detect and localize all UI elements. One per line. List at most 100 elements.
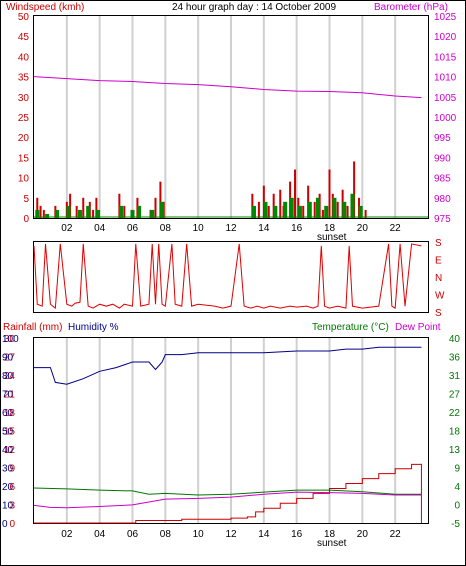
humidity-y-tick: 20 xyxy=(2,482,14,493)
rainfall-label: Rainfall (mm) xyxy=(3,322,62,333)
wind-gust-bar xyxy=(336,201,339,218)
rainfall-line xyxy=(34,463,422,524)
temperature-y-tick: 0 xyxy=(454,501,460,512)
temperature-label: Temperature (°C) xyxy=(312,322,389,333)
wind-avg-bar xyxy=(332,197,337,218)
wind-avg-bar xyxy=(77,209,82,218)
wind-avg-bar xyxy=(35,209,40,218)
wind-y-tick: 25 xyxy=(18,113,30,124)
rain-y-tick: 3 xyxy=(9,501,15,512)
wind-x-tick: 18 xyxy=(324,223,336,234)
humidity-y-tick: 30 xyxy=(2,464,14,475)
direction-label: S xyxy=(435,238,442,249)
climate-x-tick: 10 xyxy=(193,529,205,540)
temperature-y-tick: -5 xyxy=(451,519,460,530)
wind-avg-bar xyxy=(150,209,155,218)
wind-gust-bar xyxy=(302,205,305,218)
wind-avg-bar xyxy=(342,201,347,218)
humidity-line xyxy=(34,346,422,385)
wind-gust-bar xyxy=(159,181,162,218)
temperature-y-tick: 31 xyxy=(449,371,461,382)
wind-x-ticks: 02 04 06 08 10 12 14 16 18 20 22 xyxy=(61,223,401,234)
direction-label: S xyxy=(435,308,442,319)
chart-title: 24 hour graph day : 14 October 2009 xyxy=(172,2,336,13)
barometer-y-tick: 1010 xyxy=(434,73,457,84)
wind-avg-bar xyxy=(130,209,135,218)
humidity-y-tick: 10 xyxy=(2,501,14,512)
wind-gust-bar xyxy=(364,209,367,218)
barometer-y-tick: 1020 xyxy=(434,32,457,43)
climate-x-tick: 08 xyxy=(160,529,172,540)
wind-x-tick: 02 xyxy=(61,223,73,234)
barometer-label: Barometer (hPa) xyxy=(374,2,448,13)
wind-avg-bar xyxy=(350,193,355,218)
rain-y-tick: 6 xyxy=(9,482,15,493)
rain-y-tick: 18 xyxy=(4,408,16,419)
temperature-line xyxy=(33,487,422,496)
climate-x-tick: 14 xyxy=(258,529,270,540)
wind-x-tick: 06 xyxy=(127,223,139,234)
wind-gust-bar xyxy=(75,205,78,218)
wind-avg-bar xyxy=(307,201,312,218)
wind-gust-bar xyxy=(39,205,42,218)
rain-y-tick: 27 xyxy=(4,353,16,364)
wind-gust-bar xyxy=(92,209,95,218)
wind-avg-bar xyxy=(251,205,256,218)
temperature-y-tick: 9 xyxy=(454,464,460,475)
wind-y-tick: 0 xyxy=(23,214,29,225)
climate-x-ticks: 02 04 06 08 10 12 14 16 18 20 22 xyxy=(61,529,401,540)
wind-avg-bar xyxy=(283,201,288,218)
wind-y-tick: 20 xyxy=(18,133,30,144)
wind-y-tick: 15 xyxy=(18,153,30,164)
climate-x-tick: 12 xyxy=(225,529,237,540)
wind-gust-bar xyxy=(313,201,316,218)
humidity-label: Humidity % xyxy=(68,322,119,333)
wind-avg-bar xyxy=(119,205,124,218)
wind-avg-bar xyxy=(137,205,142,218)
wind-x-tick: 10 xyxy=(193,223,205,234)
wind-avg-bar xyxy=(316,197,321,218)
wind-x-tick: 12 xyxy=(225,223,237,234)
temperature-y-tick: 4 xyxy=(454,482,460,493)
barometer-y-tick: 980 xyxy=(434,194,451,205)
wind-gust-bar xyxy=(82,197,85,218)
rain-y-tick: 0 xyxy=(9,519,15,530)
wind-marks xyxy=(34,161,428,218)
temperature-y-tick: 36 xyxy=(449,353,461,364)
rain-y-tick: 21 xyxy=(4,390,16,401)
climate-x-tick: 20 xyxy=(357,529,369,540)
dewpoint-label: Dew Point xyxy=(395,322,441,333)
barometer-y-tick: 990 xyxy=(434,153,451,164)
barometer-y-ticks: 975 980 985 990 995 1000 1005 1010 1015 1020 1025 xyxy=(434,12,457,225)
barometer-y-tick: 975 xyxy=(434,214,451,225)
humidity-y-tick: 100 xyxy=(2,334,19,345)
wind-gust-bar xyxy=(42,209,45,218)
direction-label: E xyxy=(435,256,442,267)
barometer-y-tick: 1015 xyxy=(434,52,457,63)
wind-avg-bar xyxy=(324,205,329,218)
direction-label: W xyxy=(435,291,445,302)
wind-gust-bar xyxy=(321,209,324,218)
wind-gust-bar xyxy=(279,189,282,218)
wind-gust-bar xyxy=(328,169,331,218)
wind-y-tick: 10 xyxy=(18,174,30,185)
humidity-y-tick: 0 xyxy=(2,519,8,530)
sunset-annotation: sunset xyxy=(317,232,347,243)
wind-gust-bar xyxy=(353,161,356,218)
wind-avg-bar xyxy=(297,205,302,218)
barometer-y-tick: 985 xyxy=(434,174,451,185)
rain-y-tick: 15 xyxy=(4,427,16,438)
wind-y-tick: 35 xyxy=(18,73,30,84)
rain-y-tick: 12 xyxy=(4,445,16,456)
wind-x-tick: 04 xyxy=(94,223,106,234)
climate-x-tick: 04 xyxy=(94,529,106,540)
climate-x-tick: 02 xyxy=(61,529,73,540)
barometer-y-tick: 1005 xyxy=(434,93,457,104)
wind-avg-bar xyxy=(96,209,101,218)
direction-label: N xyxy=(435,273,442,284)
wind-y-tick: 45 xyxy=(18,32,30,43)
